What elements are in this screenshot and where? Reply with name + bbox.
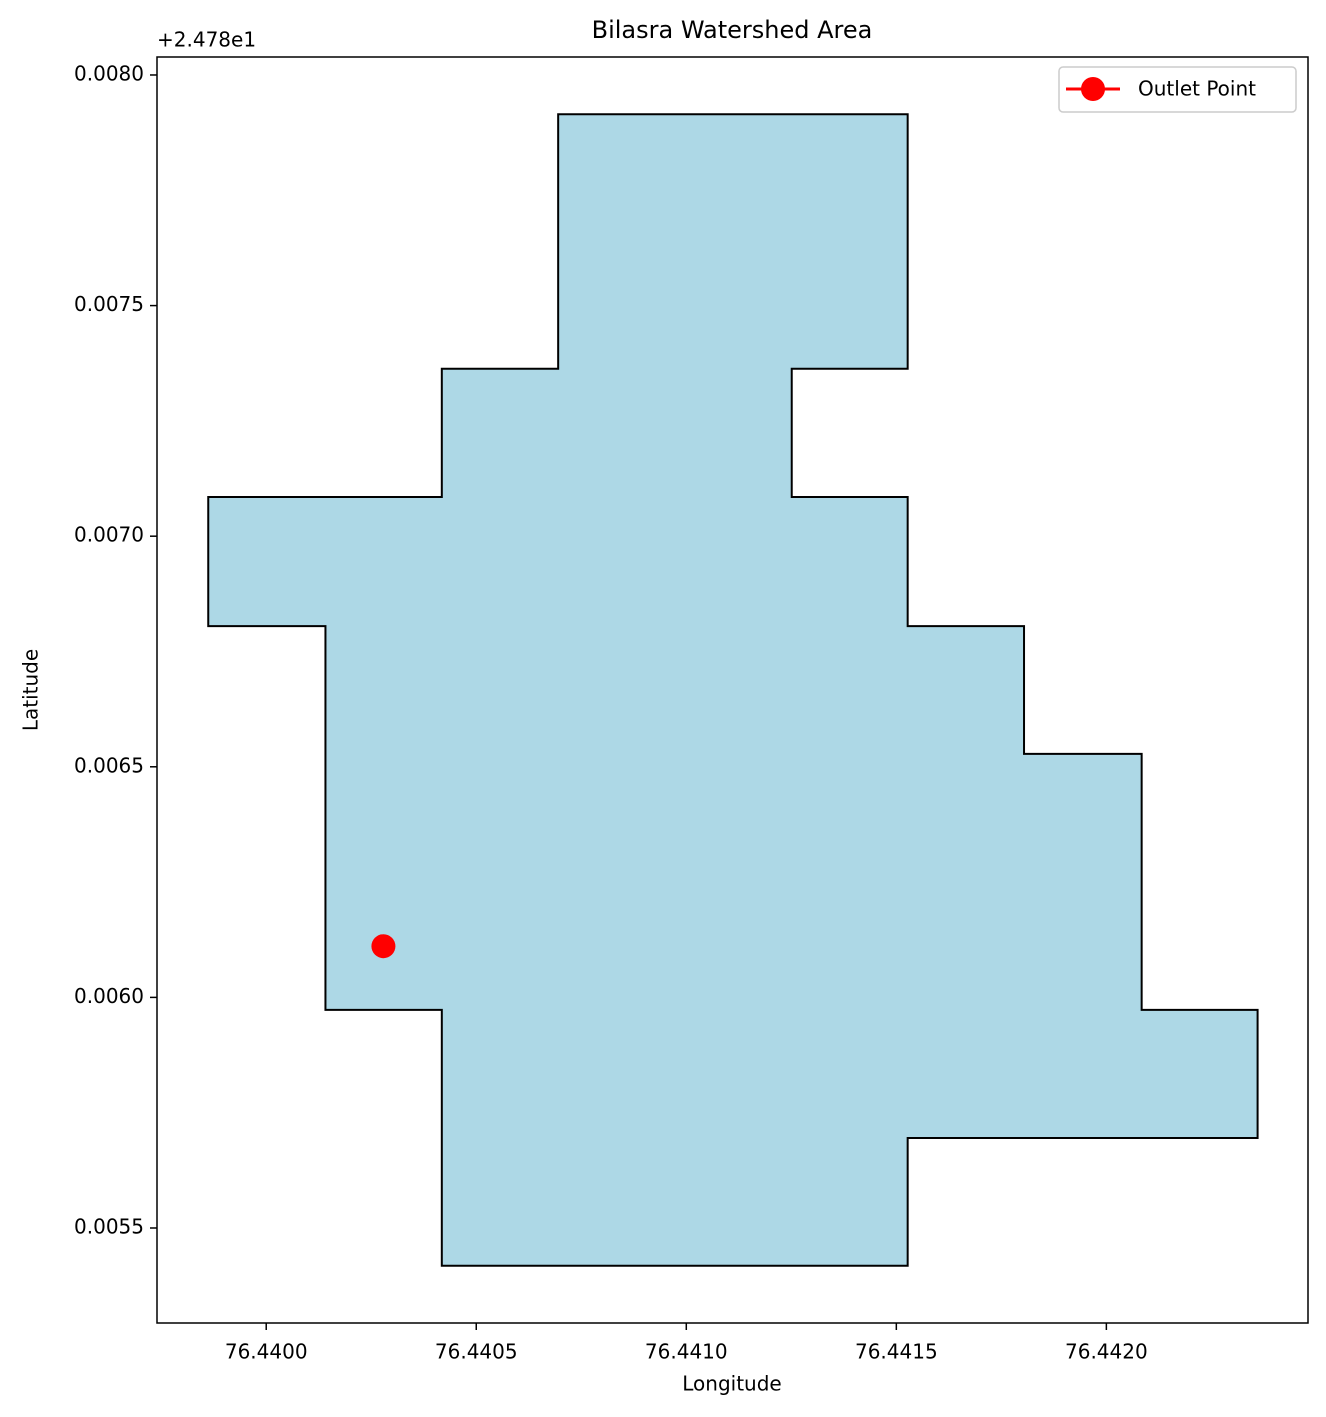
legend-marker (1081, 77, 1105, 101)
x-tick-label: 76.4415 (855, 1340, 938, 1364)
watershed-polygon (207, 113, 1259, 1267)
y-tick-label: 0.0060 (74, 984, 144, 1008)
x-tick-label: 76.4420 (1065, 1340, 1148, 1364)
x-tick-label: 76.4410 (645, 1340, 728, 1364)
x-axis-label: Longitude (682, 1372, 781, 1396)
chart-title: Bilasra Watershed Area (592, 16, 873, 44)
y-tick-label: 0.0080 (74, 61, 144, 85)
y-tick-label: 0.0055 (74, 1214, 144, 1238)
x-tick-label: 76.4400 (225, 1340, 308, 1364)
y-tick-label: 0.0070 (74, 523, 144, 547)
axes-frame (156, 56, 1309, 1324)
y-tick-label: 0.0075 (74, 292, 144, 316)
legend-label: Outlet Point (1138, 77, 1256, 101)
y-tick-label: 0.0065 (74, 753, 144, 777)
x-tick-label: 76.4405 (435, 1340, 518, 1364)
y-axis-label: Latitude (19, 649, 43, 731)
outlet-point (371, 934, 396, 959)
legend-box (1058, 66, 1297, 113)
y-offset-label: +2.478e1 (157, 28, 256, 52)
